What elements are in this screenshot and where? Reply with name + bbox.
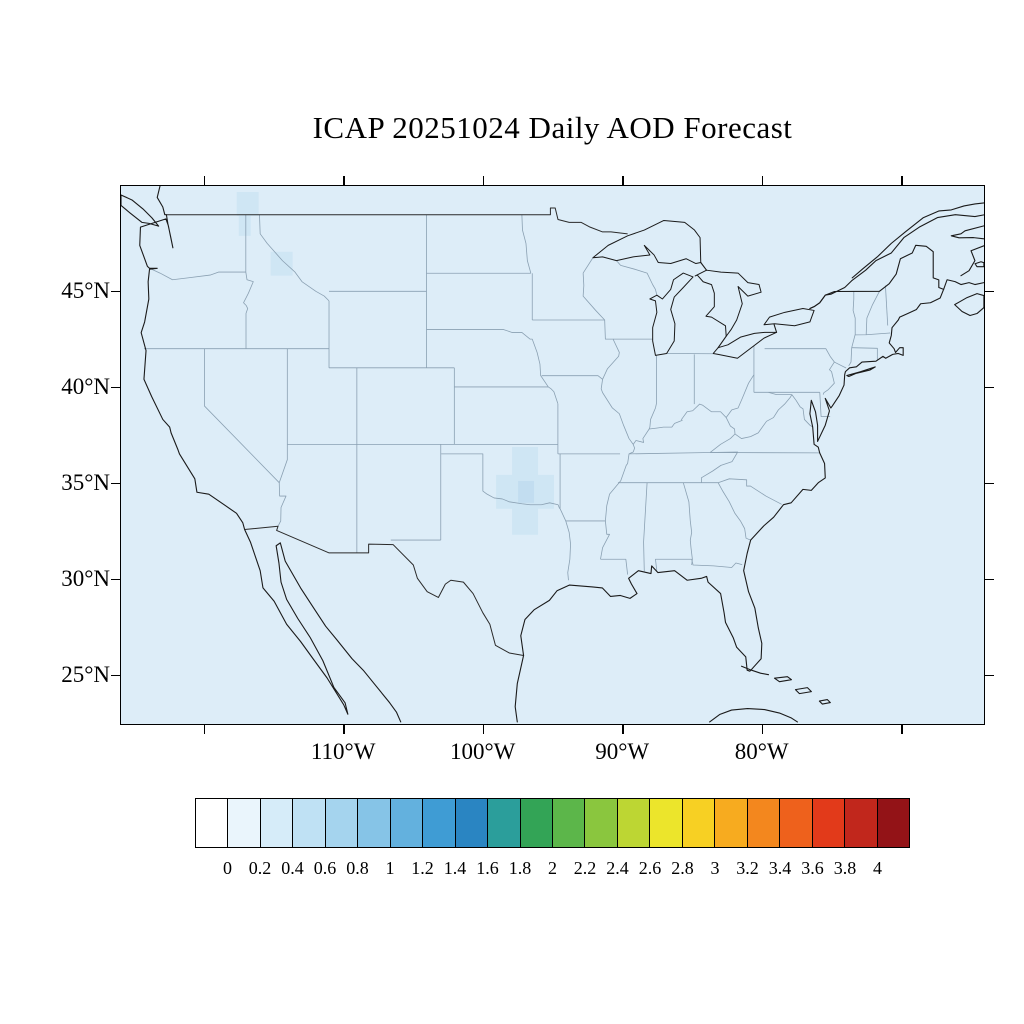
colorbar-tick-label: 0 bbox=[223, 858, 232, 878]
colorbar-cell bbox=[747, 799, 781, 847]
state-borders bbox=[143, 214, 891, 581]
colorbar-tick-label: 1.4 bbox=[443, 858, 467, 878]
x-axis-label: 100°W bbox=[449, 739, 516, 764]
lat-tick bbox=[985, 482, 994, 485]
colorbar-tick-label: 2 bbox=[548, 858, 557, 878]
figure-title: ICAP 20251024 Daily AOD Forecast bbox=[312, 110, 793, 145]
y-axis-label: 25°N bbox=[61, 661, 110, 687]
lat-tick bbox=[111, 482, 120, 485]
lon-tick bbox=[761, 725, 764, 734]
colorbar-cell bbox=[455, 799, 489, 847]
colorbar-tick-label: 3.8 bbox=[833, 858, 857, 878]
lon-tick bbox=[482, 725, 485, 734]
lon-tick bbox=[622, 725, 624, 734]
colorbar-tick-label: 0.4 bbox=[281, 858, 304, 878]
colorbar-tick-label: 2.8 bbox=[671, 858, 694, 878]
colorbar-tick-label: 2.6 bbox=[638, 858, 662, 878]
coastlines bbox=[121, 186, 984, 723]
colorbar-tick-label: 0.2 bbox=[248, 858, 272, 878]
lon-tick bbox=[901, 176, 903, 185]
colorbar-tick-label: 0.8 bbox=[346, 858, 369, 878]
colorbar-cell bbox=[423, 799, 456, 847]
lat-tick bbox=[111, 386, 120, 389]
lake-superior bbox=[592, 219, 702, 265]
lon-tick bbox=[203, 176, 206, 185]
y-axis-label: 40°N bbox=[61, 373, 110, 399]
lat-tick bbox=[111, 290, 120, 293]
y-axis-label: 35°N bbox=[61, 469, 110, 495]
colorbar-cell bbox=[358, 799, 391, 847]
colorbar-tick-label: 3.4 bbox=[768, 858, 792, 878]
colorbar bbox=[195, 798, 910, 848]
colorbar-tick-label: 3.2 bbox=[736, 858, 759, 878]
aod-patch-montana bbox=[270, 251, 293, 276]
colorbar-cell bbox=[293, 799, 326, 847]
colorbar-tick-label: 2.2 bbox=[573, 858, 597, 878]
aod-patches bbox=[236, 191, 554, 535]
colorbar-cell bbox=[585, 799, 618, 847]
lon-tick bbox=[761, 176, 764, 185]
lake-huron bbox=[694, 269, 762, 337]
y-axis-label: 30°N bbox=[61, 565, 110, 591]
lon-tick bbox=[622, 176, 624, 185]
lat-tick bbox=[111, 674, 120, 677]
map-area bbox=[120, 185, 985, 725]
lake-erie bbox=[712, 331, 778, 359]
x-axis-label: 110°W bbox=[310, 739, 376, 764]
colorbar-tick-label: 1.8 bbox=[508, 858, 532, 878]
colorbar-cell bbox=[650, 799, 683, 847]
colorbar-cell bbox=[617, 799, 651, 847]
colorbar-cell bbox=[325, 799, 359, 847]
lat-tick bbox=[985, 290, 994, 293]
colorbar-cell bbox=[488, 799, 521, 847]
colorbar-tick-label: 3 bbox=[710, 858, 720, 878]
colorbar-tick-label: 1.6 bbox=[476, 858, 499, 878]
colorbar-cell bbox=[812, 799, 846, 847]
aod-patch-washington bbox=[236, 191, 259, 236]
x-axis-label: 80°W bbox=[734, 739, 789, 764]
colorbar-cell bbox=[260, 799, 294, 847]
colorbar-cell bbox=[780, 799, 813, 847]
great-lakes bbox=[592, 219, 815, 359]
lat-tick bbox=[985, 578, 994, 581]
colorbar-cell bbox=[682, 799, 716, 847]
lake-ontario bbox=[763, 308, 815, 327]
colorbar-cell bbox=[196, 799, 229, 847]
colorbar-cell bbox=[552, 799, 586, 847]
lon-tick bbox=[482, 176, 485, 185]
colorbar-cell bbox=[228, 799, 261, 847]
colorbar-tick-label: 2.4 bbox=[606, 858, 629, 878]
aod-patch-oklahoma-core bbox=[518, 480, 535, 503]
colorbar-cell bbox=[877, 799, 909, 847]
colorbar-tick-label: 4 bbox=[873, 858, 882, 878]
colorbar-tick-label: 3.6 bbox=[801, 858, 824, 878]
lon-tick bbox=[203, 725, 206, 734]
y-axis-label: 45°N bbox=[61, 277, 110, 303]
national-borders bbox=[166, 207, 628, 656]
colorbar-cell bbox=[520, 799, 553, 847]
lat-tick bbox=[985, 386, 994, 389]
lat-tick bbox=[985, 674, 994, 677]
colorbar-cell bbox=[845, 799, 878, 847]
colorbar-tick-label: 1.2 bbox=[411, 858, 434, 878]
lon-tick bbox=[901, 725, 903, 734]
colorbar-cell bbox=[715, 799, 748, 847]
x-axis-label: 90°W bbox=[595, 739, 650, 764]
colorbar-tick-label: 1 bbox=[385, 858, 395, 878]
us-map bbox=[121, 186, 984, 723]
lat-tick bbox=[111, 578, 120, 581]
lake-michigan bbox=[649, 272, 694, 356]
lon-tick bbox=[343, 176, 345, 185]
lon-tick bbox=[343, 725, 345, 734]
colorbar-cell bbox=[390, 799, 424, 847]
colorbar-tick-label: 0.6 bbox=[313, 858, 337, 878]
